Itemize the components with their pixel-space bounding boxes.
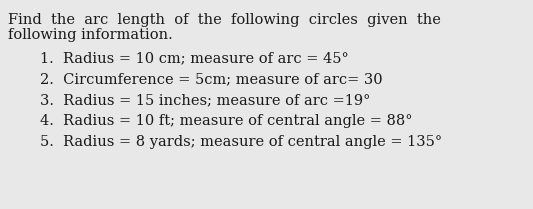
Text: 3.  Radius = 15 inches; measure of arc =19°: 3. Radius = 15 inches; measure of arc =1… [40, 93, 370, 107]
Text: following information.: following information. [8, 28, 173, 42]
Text: 5.  Radius = 8 yards; measure of central angle = 135°: 5. Radius = 8 yards; measure of central … [40, 135, 442, 149]
Text: 1.  Radius = 10 cm; measure of arc = 45°: 1. Radius = 10 cm; measure of arc = 45° [40, 51, 349, 65]
Text: 2.  Circumference = 5cm; measure of arc= 30: 2. Circumference = 5cm; measure of arc= … [40, 72, 383, 86]
Text: Find  the  arc  length  of  the  following  circles  given  the: Find the arc length of the following cir… [8, 13, 441, 27]
Text: 4.  Radius = 10 ft; measure of central angle = 88°: 4. Radius = 10 ft; measure of central an… [40, 114, 413, 128]
